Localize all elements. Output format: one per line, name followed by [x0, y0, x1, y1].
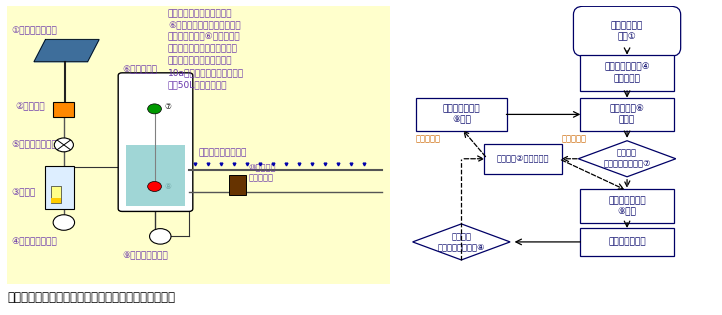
Text: ⑪２次点滴チューブ: ⑪２次点滴チューブ	[199, 149, 247, 158]
Text: ③ろ過槽: ③ろ過槽	[11, 187, 35, 197]
Text: ⑦: ⑦	[164, 102, 171, 111]
FancyBboxPatch shape	[4, 3, 393, 286]
FancyBboxPatch shape	[580, 98, 674, 131]
Circle shape	[148, 104, 162, 114]
Text: 制御装置②リレー回路: 制御装置②リレー回路	[497, 154, 549, 163]
Text: 水位上昇
上限水位センサー⑦: 水位上昇 上限水位センサー⑦	[604, 149, 651, 169]
Bar	[53, 102, 74, 117]
Text: 図１　日射量対応型極微量灌水装置の概略と作動機構: 図１ 日射量対応型極微量灌水装置の概略と作動機構	[7, 291, 175, 304]
Text: 加圧送水ポンプ
⑨駆動: 加圧送水ポンプ ⑨駆動	[608, 196, 646, 216]
Text: リレー回路: リレー回路	[416, 135, 441, 144]
FancyBboxPatch shape	[573, 6, 681, 56]
Text: 加圧送水ポンプ
⑨停止: 加圧送水ポンプ ⑨停止	[443, 104, 480, 124]
Polygon shape	[413, 224, 510, 260]
Circle shape	[53, 215, 74, 230]
Text: ⑩１次点滴
ドリッパー: ⑩１次点滴 ドリッパー	[248, 163, 276, 182]
Text: P: P	[157, 232, 163, 241]
Polygon shape	[34, 40, 99, 62]
Text: ②制御装置: ②制御装置	[15, 102, 45, 111]
Text: ⑥拍動タンク: ⑥拍動タンク	[122, 66, 157, 75]
Bar	[45, 166, 74, 209]
Text: ⑤流量調節バルブ: ⑤流量調節バルブ	[11, 140, 57, 149]
Text: 総灌水量は流量調節バルブ
⑥で調節する。灌水面積が広
い場合、バルブ⑥を開いて、
最大灌水量（晴天時正午の灌
水量）を多くする。規模が
10aの場合、拍動タンク: 総灌水量は流量調節バルブ ⑥で調節する。灌水面積が広 い場合、バルブ⑥を開いて、…	[168, 9, 244, 89]
Text: ①ソーラーパネル: ①ソーラーパネル	[11, 27, 57, 36]
Text: P: P	[61, 218, 66, 227]
FancyBboxPatch shape	[580, 228, 674, 256]
Text: リレー回路: リレー回路	[562, 135, 587, 144]
Polygon shape	[578, 141, 676, 177]
Text: ⑧: ⑧	[164, 182, 171, 191]
Bar	[51, 198, 61, 203]
FancyBboxPatch shape	[118, 73, 193, 211]
Bar	[229, 175, 246, 195]
Bar	[51, 186, 61, 203]
Text: ⑨加圧送水ポンプ: ⑨加圧送水ポンプ	[122, 251, 168, 260]
Text: ソーラーポンプ④
による揚水: ソーラーポンプ④ による揚水	[604, 63, 650, 83]
Text: 極微量灌水開始: 極微量灌水開始	[608, 238, 646, 246]
Text: ④ソーラーポンプ: ④ソーラーポンプ	[11, 238, 57, 246]
FancyBboxPatch shape	[580, 55, 674, 91]
Bar	[126, 145, 185, 206]
Circle shape	[149, 229, 171, 244]
Text: 拍動タンク⑥
へ貯水: 拍動タンク⑥ へ貯水	[609, 104, 645, 124]
Text: 太陽光による
発電①: 太陽光による 発電①	[611, 21, 643, 41]
Text: 水位低下
下限水位センサー⑧: 水位低下 下限水位センサー⑧	[438, 232, 485, 252]
FancyBboxPatch shape	[484, 144, 562, 174]
FancyBboxPatch shape	[580, 189, 674, 222]
FancyBboxPatch shape	[416, 98, 507, 131]
Circle shape	[148, 181, 162, 192]
Circle shape	[54, 138, 74, 152]
